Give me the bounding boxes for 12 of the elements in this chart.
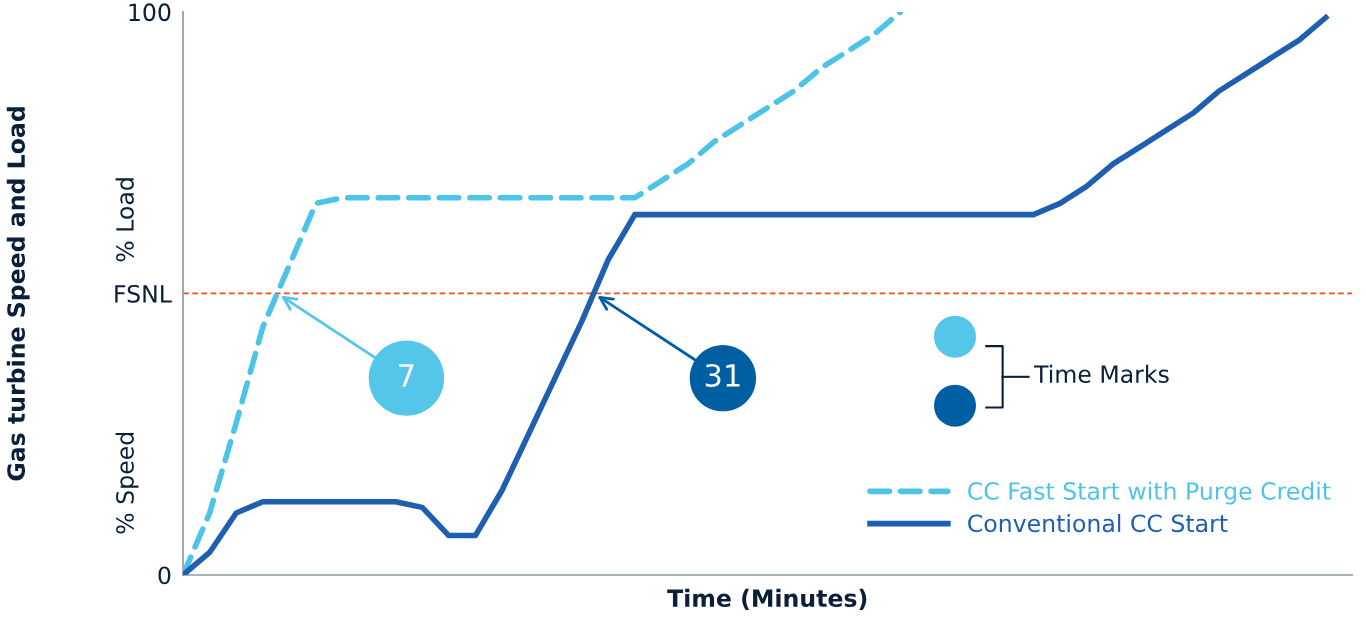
text: % Speed [115,432,139,534]
text: % Load [115,178,134,262]
legend-label: CC Fast Start with Purge Credit [968,481,1331,505]
y-tick-label: 0 [158,566,171,585]
y-tick-label: 100 [129,3,171,22]
legend-label: Conventional CC Start [968,513,1228,533]
annotation: Time Marks [1033,364,1169,384]
annotation: 7 [399,364,414,387]
x-axis-title: Time (Minutes) [667,588,867,610]
annotation: 31 [705,363,740,388]
y-axis-title: Gas turbine Speed and Load [6,107,30,481]
y-tick-label: FSNL [115,284,172,303]
